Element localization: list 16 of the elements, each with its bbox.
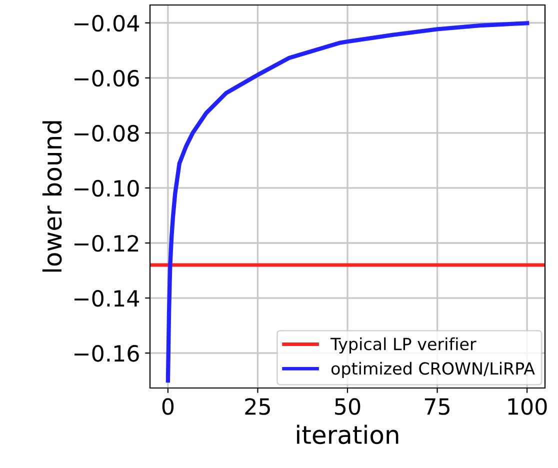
x-tick-label: 25 xyxy=(245,398,270,415)
y-tick-label: −0.14 xyxy=(74,290,140,307)
x-axis-title: iteration xyxy=(297,424,398,444)
x-tick-label: 75 xyxy=(424,398,450,415)
x-tick-label: 50 xyxy=(335,398,360,415)
y-tick-label: −0.06 xyxy=(74,70,139,87)
x-tick-label: 100 xyxy=(508,398,547,415)
legend-label: optimized CROWN/LiRPA xyxy=(331,362,535,378)
y-axis-title: lower bound xyxy=(42,121,62,272)
y-tick-label: −0.04 xyxy=(74,14,140,32)
y-tick-label: −0.08 xyxy=(74,124,139,142)
y-tick-label: −0.12 xyxy=(74,234,138,252)
x-tick-label: 0 xyxy=(162,398,174,415)
legend-label: Typical LP verifier xyxy=(330,337,476,354)
y-tick-label: −0.10 xyxy=(74,180,139,197)
y-tick-label: −0.16 xyxy=(74,345,139,362)
